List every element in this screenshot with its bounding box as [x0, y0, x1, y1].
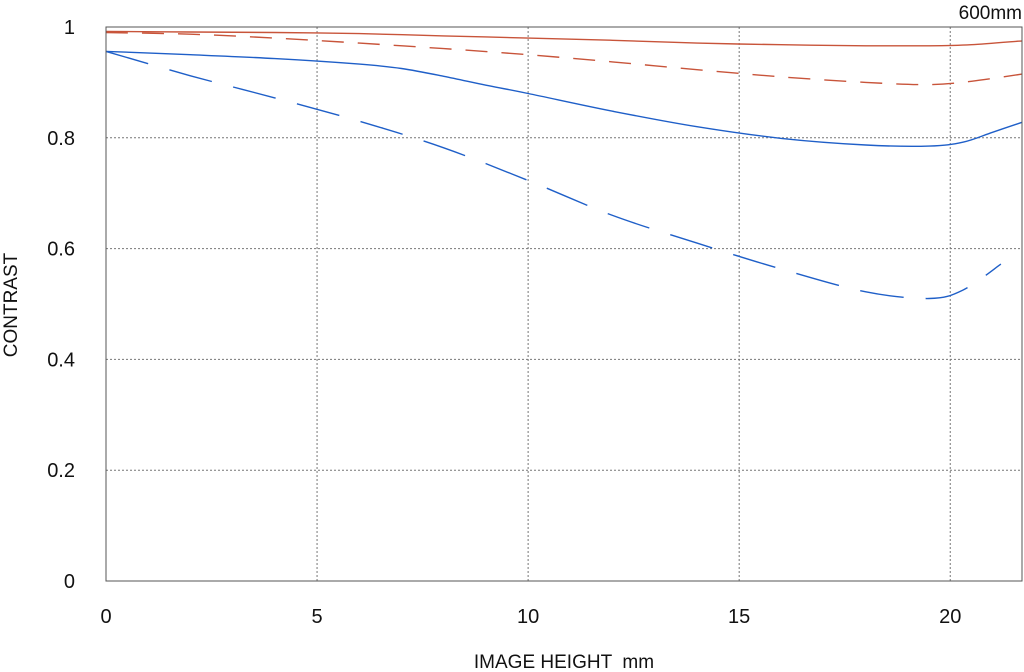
x-axis-label: IMAGE HEIGHT mm: [474, 652, 654, 672]
x-tick-labels: 0 5 10 15 20: [100, 606, 961, 628]
x-tick-label: 10: [517, 606, 539, 628]
series-lines: [105, 30, 1023, 300]
focal-length-label: 600mm: [959, 3, 1022, 24]
x-tick-label: 0: [100, 606, 111, 628]
meridional-blue-dashed-line: [105, 50, 1002, 300]
meridional-red-dashed-line: [105, 31, 1023, 86]
x-tick-label: 15: [728, 606, 750, 628]
x-tick-label: 20: [939, 606, 961, 628]
grid-lines: [106, 27, 1022, 581]
sagittal-blue-solid-line: [105, 50, 1023, 148]
x-tick-label: 5: [311, 606, 322, 628]
sagittal-red-solid-line: [105, 30, 1023, 47]
y-tick-label: 0.4: [47, 349, 75, 371]
y-tick-label: 0.2: [47, 460, 75, 482]
y-tick-label: 0.8: [47, 128, 75, 150]
y-tick-label: 0.6: [47, 239, 75, 261]
y-tick-label: 1: [64, 17, 75, 39]
y-tick-label: 0: [64, 571, 75, 593]
plot-frame: [105, 26, 1023, 582]
y-axis-label: CONTRAST: [1, 252, 22, 357]
y-tick-labels: 0 0.2 0.4 0.6 0.8 1: [47, 17, 75, 593]
